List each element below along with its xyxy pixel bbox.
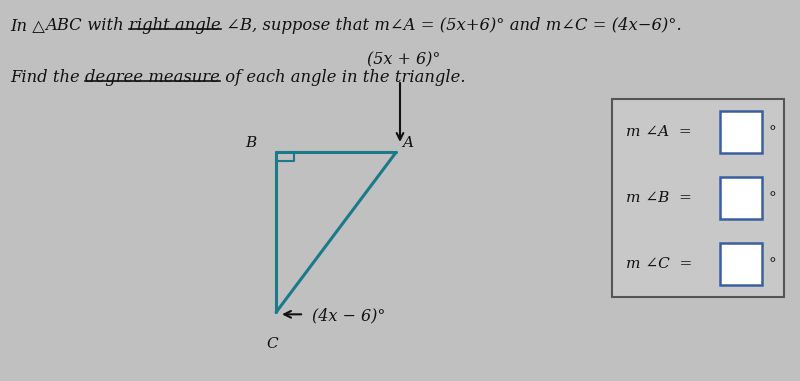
Text: right angle: right angle [129, 17, 221, 34]
Bar [720, 111, 762, 153]
Text: A: A [402, 136, 414, 150]
Text: C: C [266, 337, 278, 351]
Text: B: B [239, 17, 251, 34]
Text: ∠: ∠ [221, 17, 239, 34]
Text: degree measure: degree measure [86, 69, 220, 86]
Text: ABC: ABC [46, 17, 82, 34]
Text: °: ° [768, 191, 776, 205]
Text: (4x − 6)°: (4x − 6)° [312, 308, 386, 325]
Text: m ∠A  =: m ∠A = [626, 125, 692, 139]
Text: with: with [82, 17, 129, 34]
Text: m ∠B  =: m ∠B = [626, 191, 692, 205]
Text: °: ° [768, 125, 776, 139]
Bar [720, 177, 762, 219]
Text: (5x + 6)°: (5x + 6)° [367, 51, 441, 69]
Bar [612, 99, 784, 297]
Bar [720, 243, 762, 285]
Text: Find the: Find the [10, 69, 86, 86]
Text: of each angle in the triangle.: of each angle in the triangle. [220, 69, 466, 86]
Text: °: ° [768, 257, 776, 271]
Text: In △: In △ [10, 17, 46, 34]
Text: m ∠C  =: m ∠C = [626, 257, 693, 271]
Text: , suppose that m∠A = (5x+6)° and m∠C = (4x−6)°.: , suppose that m∠A = (5x+6)° and m∠C = (… [251, 17, 682, 34]
Text: B: B [245, 136, 256, 150]
